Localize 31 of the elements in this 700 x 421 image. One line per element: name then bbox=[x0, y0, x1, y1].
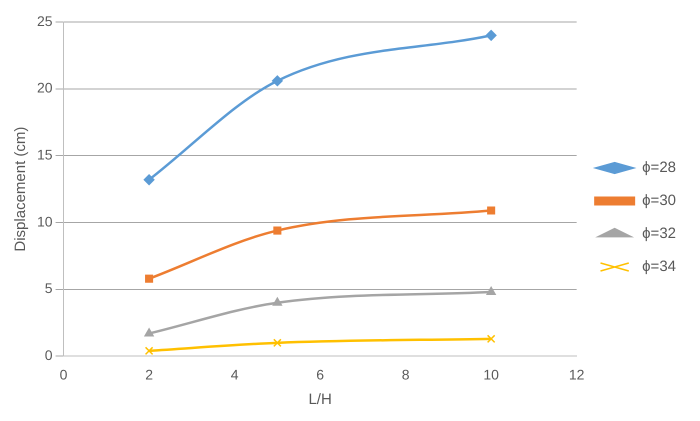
point bbox=[272, 297, 282, 306]
y-tick-label: 10 bbox=[36, 213, 53, 230]
y-tick-label: 5 bbox=[44, 280, 53, 296]
x-tick-label: 6 bbox=[316, 366, 324, 382]
x-tick-label: 10 bbox=[483, 366, 500, 382]
point bbox=[486, 30, 497, 41]
point bbox=[144, 174, 155, 186]
x-tick-label: 4 bbox=[230, 366, 239, 382]
point bbox=[486, 334, 496, 344]
y-tick-label: 0 bbox=[44, 347, 53, 364]
point bbox=[273, 226, 282, 235]
x-axis-title: L/H bbox=[308, 391, 332, 408]
x-tick-label: 2 bbox=[145, 366, 154, 382]
point bbox=[144, 328, 154, 336]
point bbox=[487, 206, 496, 215]
legend-label: ϕ=34 bbox=[642, 258, 676, 276]
legend-label: ϕ=30 bbox=[642, 192, 676, 210]
y-tick-label: 25 bbox=[36, 12, 53, 29]
x-tick-label: 12 bbox=[568, 366, 585, 382]
y-axis-title: Displacement (cm) bbox=[12, 126, 30, 252]
x-tick-label: 8 bbox=[402, 366, 410, 382]
point bbox=[145, 274, 154, 283]
point bbox=[144, 346, 154, 356]
point bbox=[273, 338, 282, 348]
legend-label: ϕ=28 bbox=[642, 159, 676, 176]
x-tick-label: 0 bbox=[60, 366, 68, 382]
point bbox=[486, 286, 496, 296]
point bbox=[272, 75, 283, 86]
y-tick-label: 15 bbox=[36, 146, 53, 163]
legend-label: ϕ=32 bbox=[642, 225, 676, 242]
y-tick-label: 20 bbox=[36, 80, 53, 96]
